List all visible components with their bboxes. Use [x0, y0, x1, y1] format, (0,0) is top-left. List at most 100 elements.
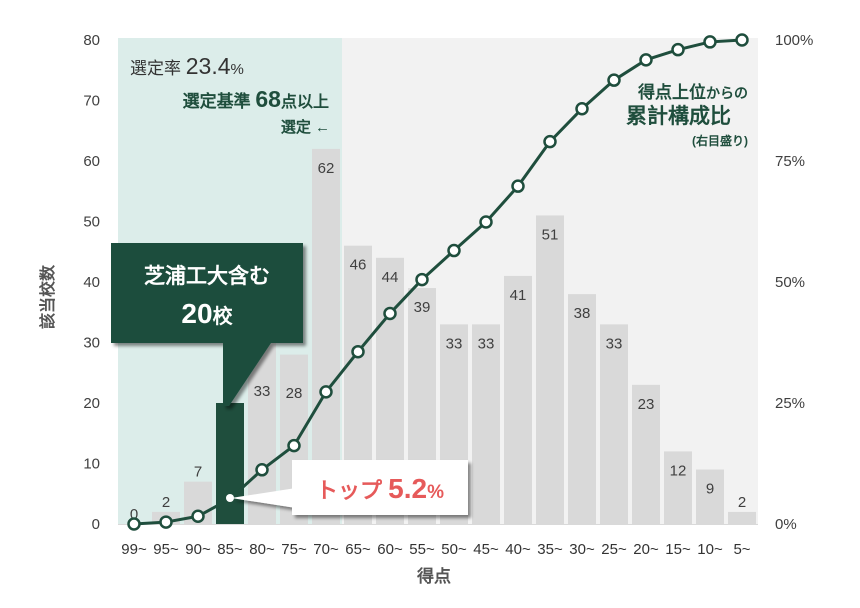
bar-value-label: 46 [350, 257, 367, 274]
bar-value-label: 38 [574, 305, 591, 322]
top-percent-marker [226, 494, 234, 502]
bar-value-label: 9 [706, 481, 714, 498]
cumulative-annotation-line2: 累計構成比 [626, 104, 731, 128]
x-axis-title: 得点 [416, 566, 451, 586]
school-callout-line1: 芝浦工大含む [144, 264, 270, 288]
selected-arrow-annotation: 選定 ← [281, 118, 330, 136]
cumulative-point-marker [447, 243, 461, 258]
x-axis-tick: 80~ [249, 541, 275, 558]
cumulative-point-marker [159, 515, 173, 529]
cumulative-point-marker [255, 463, 269, 477]
cumulative-point-marker [287, 438, 301, 453]
cumulative-point-marker [479, 215, 493, 229]
cumulative-point-marker [511, 179, 525, 193]
selection-criterion-annotation: 選定基準 68点以上 [183, 86, 329, 112]
cumulative-point-marker [735, 33, 749, 47]
cumulative-line-series [127, 33, 749, 531]
right-axis-tick: 75% [775, 153, 805, 170]
x-axis-tick: 25~ [601, 541, 627, 558]
cumulative-point-marker [575, 101, 589, 116]
x-axis-tick: 10~ [697, 541, 723, 558]
school-callout-count: 20校 [181, 298, 233, 329]
bar-value-labels: 0 2 7 33 28 62 46 44 39 33 33 41 51 38 33 23 12 9 2 [130, 160, 746, 523]
bar-value-label: 62 [318, 160, 335, 177]
x-axis-tick: 70~ [313, 541, 339, 558]
cumulative-point-marker [543, 134, 557, 149]
cumulative-point-marker [671, 42, 685, 57]
bar-35~ [536, 215, 564, 524]
x-axis-tick: 75~ [281, 541, 307, 558]
cumulative-point-marker [127, 517, 141, 531]
bar-value-label: 0 [130, 506, 138, 523]
selection-rate-annotation: 選定率 23.4% [130, 53, 244, 79]
x-axis-tick: 90~ [185, 541, 211, 558]
cumulative-point-marker [351, 344, 365, 359]
y-axis-title: 該当校数 [38, 264, 57, 329]
bar-value-label: 7 [194, 464, 202, 481]
bar-25~ [600, 324, 628, 524]
bar-value-label: 12 [670, 462, 687, 479]
bar-value-label: 44 [382, 269, 399, 286]
left-axis-ticks: 0 10 20 30 40 50 60 70 80 [83, 32, 100, 533]
x-axis-tick: 30~ [569, 541, 595, 558]
x-axis-tick: 95~ [153, 541, 179, 558]
bar-20~ [632, 384, 660, 524]
top-percent-callout [231, 460, 468, 515]
cumulative-point-marker [383, 306, 397, 321]
bar-10~ [696, 469, 724, 524]
bar-value-label: 2 [738, 494, 746, 511]
cumulative-point-marker [191, 509, 205, 524]
x-axis-tick: 20~ [633, 541, 659, 558]
x-axis-tick: 55~ [409, 541, 435, 558]
bar-45~ [472, 324, 500, 524]
bar-30~ [568, 294, 596, 524]
right-axis-tick: 25% [775, 395, 805, 412]
x-axis-tick-labels: 99~ 95~ 90~ 85~ 80~ 75~ 70~ 65~ 60~ 55~ 50~ 45~ 40~ 3… [121, 541, 751, 558]
x-axis-tick: 5~ [733, 541, 750, 558]
right-axis-tick: 50% [775, 274, 805, 291]
x-axis-tick: 65~ [345, 541, 371, 558]
cumulative-point-marker [639, 53, 653, 67]
x-axis-tick: 35~ [537, 541, 563, 558]
cumulative-annotation-line3: (右目盛り) [692, 133, 748, 148]
bar-value-label: 28 [286, 385, 303, 402]
bar-value-label: 33 [446, 335, 463, 352]
x-axis-tick: 45~ [473, 541, 499, 558]
bar-value-label: 23 [638, 396, 655, 413]
bar-value-label: 2 [162, 494, 170, 511]
bar-5~ [728, 511, 756, 524]
x-axis-tick: 50~ [441, 541, 467, 558]
bar-value-label: 33 [254, 383, 271, 400]
bar-15~ [664, 451, 692, 524]
left-axis-tick: 0 [92, 516, 100, 533]
left-axis-tick: 40 [83, 274, 100, 291]
left-axis-tick: 70 [83, 93, 100, 110]
cumulative-point-marker [319, 385, 333, 399]
bar-value-label: 33 [606, 335, 623, 352]
left-axis-tick: 10 [83, 456, 100, 473]
x-axis-tick: 15~ [665, 541, 691, 558]
right-axis-tick: 100% [775, 32, 813, 49]
bar-value-label: 51 [542, 226, 559, 243]
right-axis-tick: 0% [775, 516, 797, 533]
left-axis-tick: 30 [83, 335, 100, 352]
bar-value-label: 41 [510, 287, 527, 304]
left-axis-tick: 60 [83, 153, 100, 170]
cumulative-point-marker [415, 272, 429, 287]
x-axis-tick: 60~ [377, 541, 403, 558]
x-axis-tick: 99~ [121, 541, 147, 558]
right-axis-ticks: 0% 25% 50% 75% 100% [775, 32, 813, 533]
bar-40~ [504, 275, 532, 524]
x-axis-tick: 85~ [217, 541, 243, 558]
left-axis-tick: 80 [83, 32, 100, 49]
left-axis-tick: 50 [83, 214, 100, 231]
cumulative-annotation-line1: 得点上位からの [637, 82, 748, 102]
bar-value-label: 33 [478, 335, 495, 352]
cumulative-point-marker [607, 73, 621, 87]
left-axis-tick: 20 [83, 395, 100, 412]
school-count-callout [111, 243, 303, 406]
x-axis-tick: 40~ [505, 541, 531, 558]
top-percent-text: トップ 5.2% [316, 473, 444, 504]
cumulative-point-marker [703, 35, 717, 49]
